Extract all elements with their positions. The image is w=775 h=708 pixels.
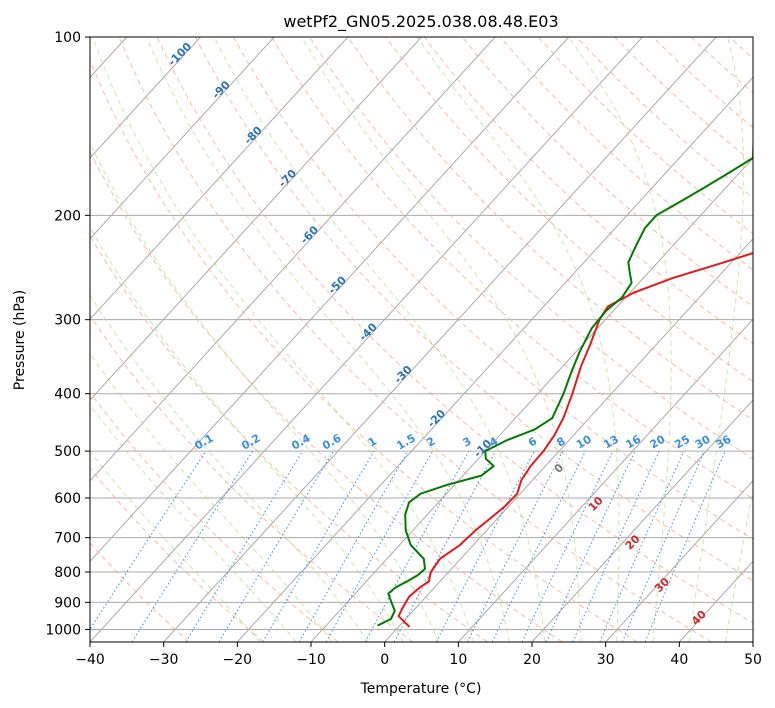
mixing-ratio-line [393,450,496,642]
y-axis: 100 200 300 400 500 600 700 800 900 1000 [45,30,90,638]
y-tick-label: 800 [54,565,81,581]
isotherm-line [90,37,349,321]
isotherm-line [90,37,201,159]
chart-title: wetPf2_GN05.2025.038.08.48.E03 [283,12,558,32]
y-tick-label: 700 [54,531,81,547]
mixing-ratio-line [90,450,207,631]
moist-adiabat-line [90,450,261,642]
x-tick-label: −40 [75,652,105,668]
y-tick-label: 600 [54,491,81,507]
moist-adiabat-line [90,294,369,642]
moist-adiabat-line [416,37,620,642]
isotherm-line [90,37,643,642]
dry-adiabat-line [156,37,753,624]
y-tick-label: 300 [54,313,81,329]
y-tick-label: 100 [54,30,81,46]
plot-frame [89,36,754,643]
mixing-ratio-line [599,450,685,642]
y-tick-label: 900 [54,595,81,611]
isotherm-line [90,37,496,482]
y-tick-label: 500 [54,444,81,460]
moist-adiabat-line [90,226,404,642]
mixing-ratio-line [325,450,434,642]
temperature-line [397,251,753,628]
moist-adiabat-line [90,403,297,642]
isotherm-line [310,157,753,642]
moist-adiabat-line [146,37,510,642]
x-tick-label: 40 [670,652,688,668]
dry-adiabat-line [194,37,753,582]
x-tick-label: 50 [744,652,762,668]
sounding-lines [377,134,753,628]
mixing-ratio-line [131,450,254,642]
mixing-ratio-line [467,450,564,642]
dry-adiabat-line [90,150,563,642]
moist-adiabat-line [688,37,744,642]
x-tick-label: 10 [449,652,467,668]
dry-adiabat-line [347,37,753,421]
moist-adiabat-line [90,141,439,642]
x-tick-label: −20 [223,652,253,668]
mixing-ratio-line [491,450,587,642]
moist-adiabat-line [92,37,475,642]
isotherm-line [90,37,570,563]
x-axis-label: Temperature (°C) [360,681,482,697]
mixing-ratio-line [364,450,470,642]
y-axis-label: Pressure (hPa) [12,290,28,390]
dry-adiabat-line [232,37,753,540]
y-tick-label: 400 [54,387,81,403]
isotherm-line [531,399,753,642]
x-tick-label: −30 [149,652,179,668]
isotherm-line [236,76,753,642]
dewpoint-line [377,134,753,627]
mixing-ratio-line [572,450,660,642]
mixing-ratio-line [185,450,304,642]
x-axis: −40 −30 −20 −10 0 10 20 30 40 50 [75,642,762,668]
y-tick-label: 1000 [45,622,81,638]
dry-adiabat-line [90,467,264,642]
moist-adiabat-line [568,37,672,642]
background-lines [90,37,753,642]
dry-adiabat-line [461,37,753,308]
isotherm-line [90,37,422,401]
dry-adiabat-line [90,234,488,642]
mixing-ratio-line [621,450,705,642]
isotherm-line [90,37,275,240]
x-tick-label: 20 [523,652,541,668]
isotherm-line [163,37,717,642]
mixing-ratio-line [644,450,726,642]
x-tick-label: 30 [597,652,615,668]
isotherm-line [605,479,753,642]
x-tick-label: 0 [380,652,389,668]
isotherm-line [384,237,753,642]
isotherm-line [457,318,753,642]
y-tick-label: 200 [54,208,81,224]
dry-adiabat-line [90,314,414,642]
x-tick-label: −10 [296,652,326,668]
dry-adiabat-line [271,37,753,500]
